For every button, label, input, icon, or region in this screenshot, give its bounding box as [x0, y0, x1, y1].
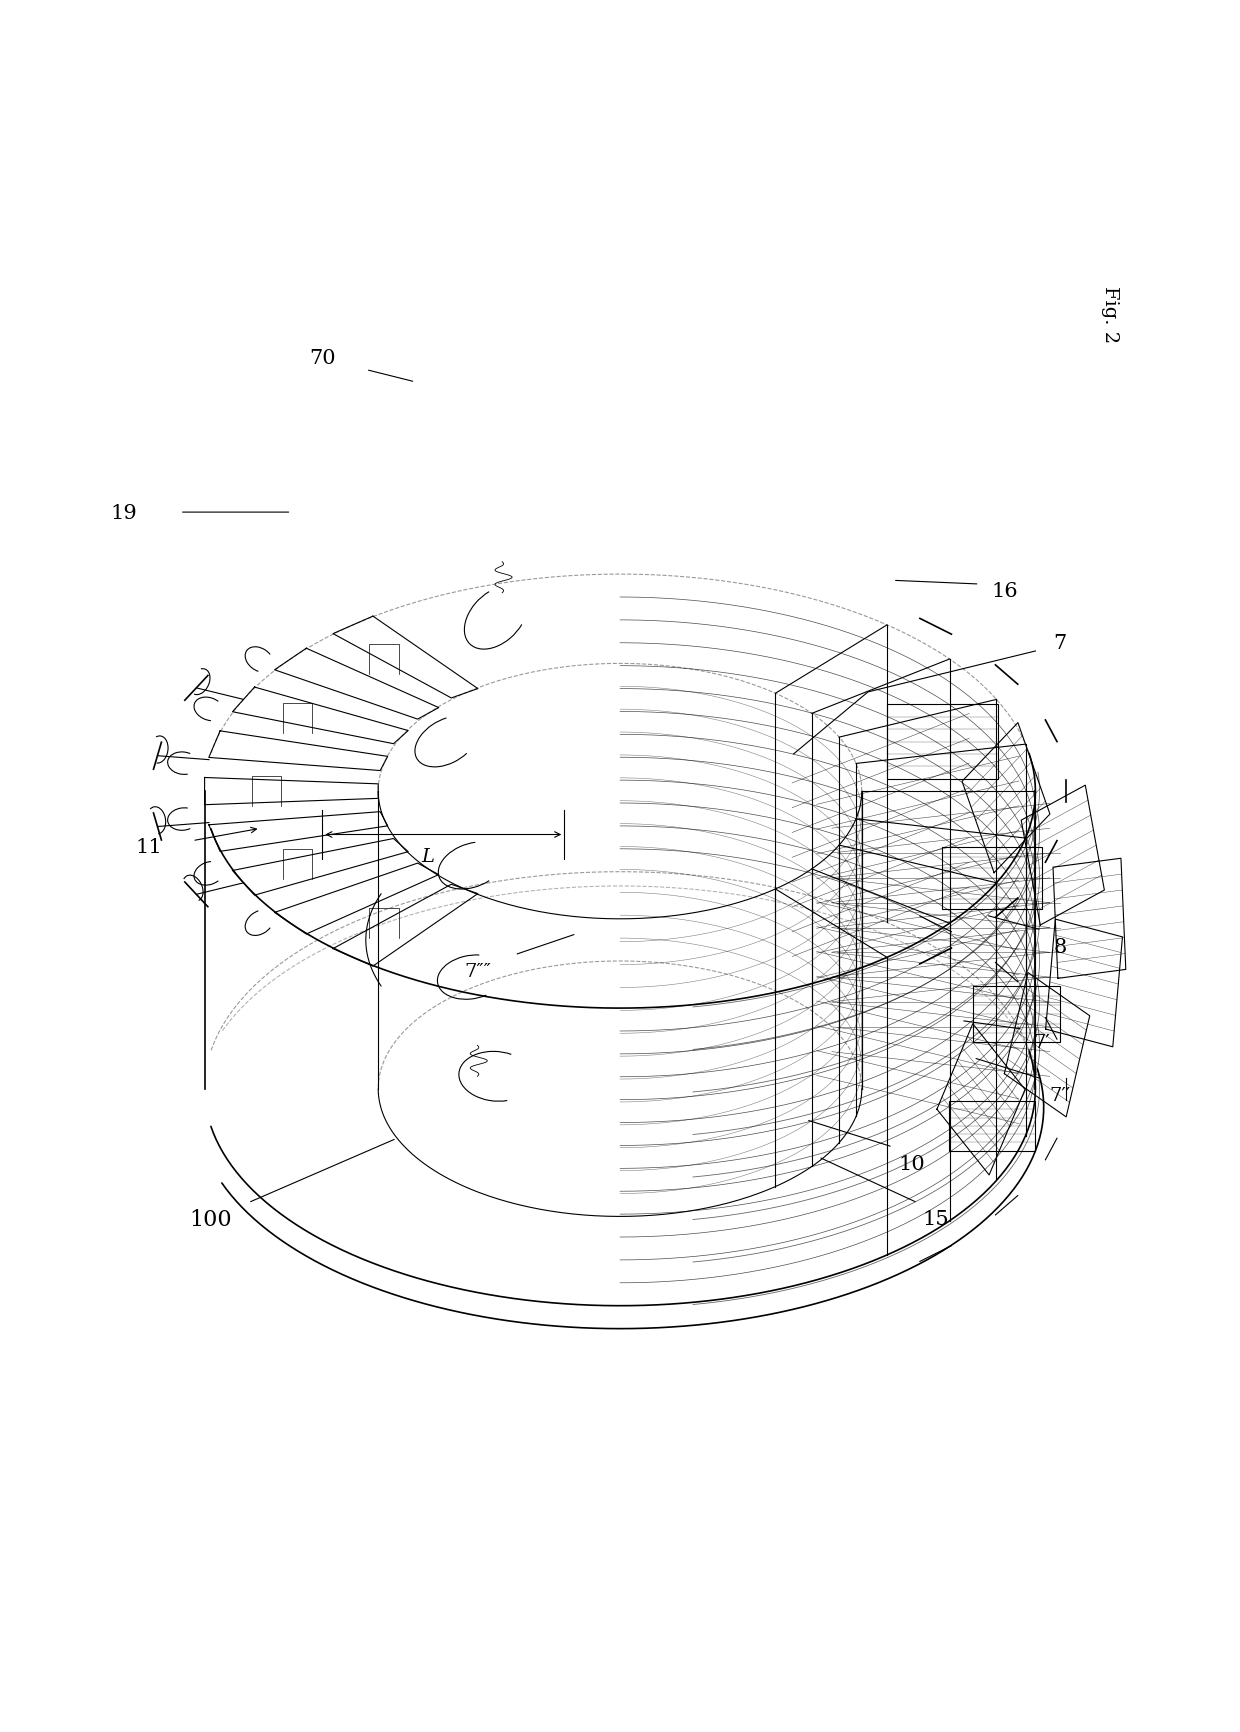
Text: 7′: 7′ — [1033, 1032, 1050, 1051]
Text: 15: 15 — [923, 1209, 950, 1228]
Text: 10: 10 — [898, 1154, 925, 1173]
Text: 7′′: 7′′ — [1049, 1086, 1071, 1105]
Text: 7″″: 7″″ — [464, 963, 491, 980]
Text: 7: 7 — [1054, 634, 1066, 653]
Text: 16: 16 — [991, 582, 1018, 601]
Text: Fig. 2: Fig. 2 — [1101, 286, 1118, 343]
Text: 100: 100 — [190, 1209, 232, 1230]
Text: 8: 8 — [1054, 937, 1066, 956]
Text: 11: 11 — [135, 838, 162, 857]
Text: 70: 70 — [309, 348, 336, 367]
Text: L: L — [422, 847, 434, 864]
Text: 19: 19 — [110, 504, 138, 523]
